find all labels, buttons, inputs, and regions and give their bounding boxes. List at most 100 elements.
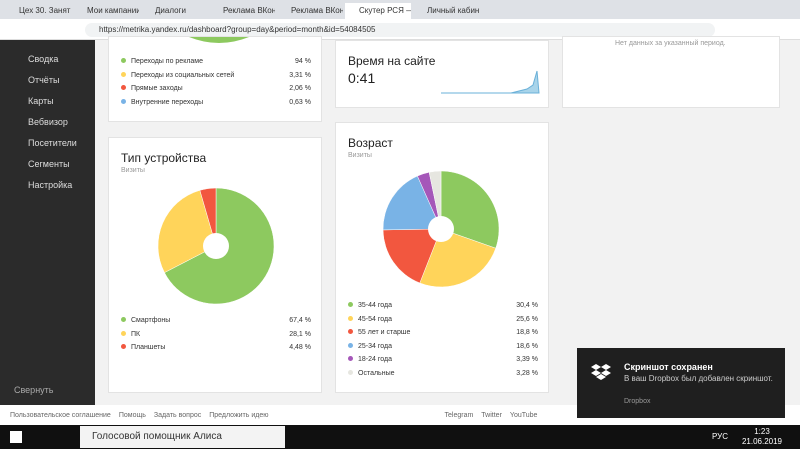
nav-item[interactable]: Сегменты (28, 159, 70, 169)
legend-row: 25-34 года 18,6 % (348, 342, 538, 352)
legend-label: Остальные (358, 369, 395, 377)
pie-slice (440, 170, 500, 249)
tab[interactable]: Мои кампании (87, 6, 139, 15)
time-value: 0:41 (348, 70, 376, 86)
legend-row: Прямые заходы 2,06 % (121, 84, 311, 94)
legend-row: Переходы по рекламе 94 % (121, 57, 311, 67)
legend-row: 35-44 года 30,4 % (348, 301, 538, 311)
pie-slice (382, 228, 442, 284)
age-card: Возраст Визиты 35-44 года 30,4 % 45-54 год… (335, 122, 549, 393)
legend-value: 30,4 % (516, 302, 538, 309)
pie (382, 170, 500, 288)
pie-edge (189, 37, 249, 43)
notification: Скриншот сохранен В ваш Dropbox был доба… (577, 348, 785, 418)
notification-title: Скриншот сохранен (624, 362, 713, 372)
legend-label: 35-44 года (358, 302, 392, 309)
pie-remnant (189, 37, 249, 43)
legend-value: 0,63 % (289, 98, 311, 106)
nav-item[interactable]: Посетители (28, 138, 77, 148)
device-card: Тип устройства Визиты Смартфоны 67,4 % ПК 2… (108, 137, 322, 393)
legend-row: Внутренние переходы 0,63 % (121, 98, 311, 108)
legend-dot (121, 98, 126, 104)
legend-dot (348, 315, 353, 321)
legend-value: 2,06 % (289, 85, 311, 92)
pie-hole (203, 233, 229, 259)
nav-item[interactable]: Настройка (28, 180, 73, 190)
footer-link[interactable]: Предложить идею (209, 411, 269, 419)
legend-dot (348, 342, 353, 348)
pie-slice (428, 170, 442, 230)
sources-card: Переходы по рекламе 94 % Переходы из социа… (108, 36, 322, 122)
time-card: Время на сайте 0:41 (335, 40, 549, 108)
pie-hole (428, 216, 454, 242)
sparkline (441, 70, 540, 94)
footer-link[interactable]: Telegram (444, 411, 474, 419)
nav-item[interactable]: Отчёты (28, 75, 60, 85)
sidebar: Свернуть Сводка Отчёты Карты Вебвизор Посети… (0, 40, 95, 405)
tab[interactable]: Личный кабинет (427, 6, 479, 15)
taskbar: Голосовой помощник Алиса РУС 1:23 21.06.… (0, 425, 800, 449)
legend-row: 55 лет и старше 18,8 % (348, 328, 538, 338)
legend-value: 3,28 % (516, 369, 538, 377)
legend-row: Переходы из социальных сетей 3,31 % (121, 71, 311, 81)
legend-value: 28,1 % (289, 330, 311, 338)
start-button[interactable] (10, 431, 22, 443)
lang: РУС (712, 432, 729, 441)
legend-label: Смартфоны (131, 317, 171, 324)
pie-slice (382, 175, 442, 231)
nav-item[interactable]: Вебвизор (28, 117, 68, 127)
legend-dot (348, 302, 353, 307)
legend-row: Планшеты 4,48 % (121, 343, 311, 353)
legend-dot (348, 329, 353, 334)
search-box[interactable]: Голосовой помощник Алиса (80, 426, 285, 448)
legend-label: Прямые заходы (131, 85, 183, 92)
legend-value: 67,4 % (289, 317, 311, 324)
tab[interactable]: Реклама ВКонтак (291, 6, 343, 15)
legend-row: ПК 28,1 % (121, 330, 311, 340)
legend-label: 25-34 года (358, 342, 392, 350)
nav-item[interactable]: Карты (28, 96, 54, 106)
notification-text: В ваш Dropbox был добавлен скриншот. (624, 374, 773, 383)
clock-date: 21.06.2019 (741, 437, 783, 446)
legend-value: 4,48 % (289, 344, 311, 351)
card-title: Время на сайте (348, 54, 436, 68)
legend-label: 45-54 года (358, 315, 392, 323)
pie (157, 187, 275, 305)
legend-dot (348, 356, 353, 361)
pie-slice (419, 228, 497, 288)
legend-label: 18-24 года (358, 356, 392, 363)
legend-label: Переходы по рекламе (131, 58, 204, 65)
nodata-text: Нет данных за указанный период. (615, 40, 726, 47)
legend-dot (121, 58, 126, 63)
legend-dot (121, 330, 126, 336)
tab[interactable]: Скутер РСЯ — ст (345, 3, 411, 19)
pie-slice (199, 187, 217, 247)
collapse[interactable]: Свернуть (14, 385, 54, 395)
footer-link[interactable]: Задать вопрос (153, 411, 202, 419)
tab-strip: Цех 30. Занятие 2 Мои кампании Диалоги Рекл… (0, 0, 800, 19)
legend-value: 3,31 % (289, 71, 311, 79)
legend-dot (121, 85, 126, 90)
legend-row: 18-24 года 3,39 % (348, 355, 538, 365)
legend-label: 55 лет и старше (358, 329, 411, 336)
footer-link[interactable]: Twitter (481, 411, 502, 419)
tab[interactable]: Цех 30. Занятие 2 (19, 6, 71, 15)
dropbox-icon (591, 364, 611, 380)
footer-link[interactable]: Пользовательское соглашение (10, 411, 111, 419)
legend-dot (121, 344, 126, 349)
tab[interactable]: Реклама ВКонтак (223, 6, 275, 15)
card-title: Возраст (348, 136, 393, 150)
legend-value: 3,39 % (516, 356, 538, 363)
address-bar[interactable]: https://metrika.yandex.ru/dashboard?grou… (85, 23, 715, 37)
footer-link[interactable]: Помощь (118, 411, 146, 419)
legend-value: 94 % (295, 58, 311, 65)
legend-dot (121, 317, 126, 322)
nav-item[interactable]: Сводка (28, 54, 59, 64)
legend-row: 45-54 года 25,6 % (348, 315, 538, 325)
tab[interactable]: Диалоги (155, 6, 186, 15)
clock-time: 1:23 (754, 427, 770, 436)
footer-link[interactable]: YouTube (509, 411, 538, 419)
pie-slice (157, 189, 217, 273)
legend-value: 25,6 % (516, 315, 538, 323)
